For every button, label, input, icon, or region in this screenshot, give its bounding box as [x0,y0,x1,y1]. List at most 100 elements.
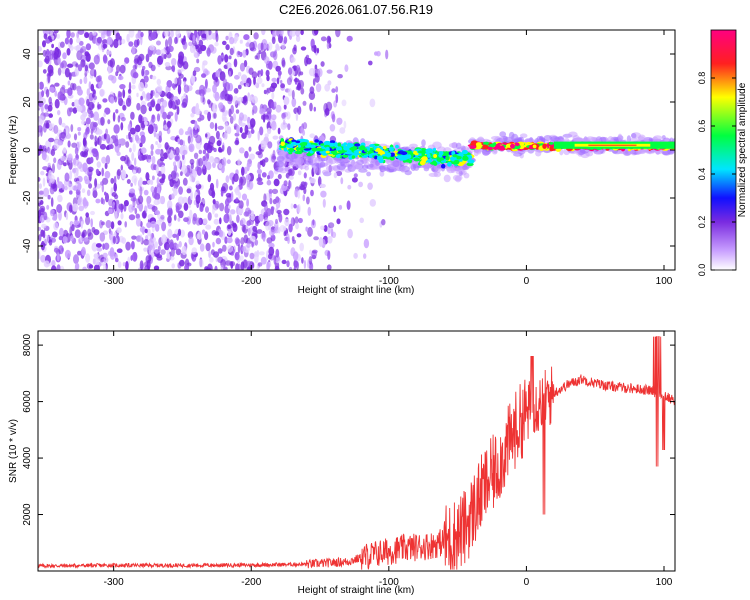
signal-blob [427,153,431,158]
noise-blob [221,186,226,192]
noise-blob [266,261,270,270]
noise-blob [166,121,172,128]
noise-blob [257,130,260,141]
noise-blob [128,204,134,213]
noise-blob [146,92,151,101]
noise-blob [88,264,94,269]
noise-blob [196,58,200,64]
noise-blob [255,151,262,156]
noise-blob [299,242,305,252]
noise-blob [136,204,143,209]
noise-blob [73,99,80,108]
noise-blob [131,84,136,90]
signal-blob [369,144,376,148]
noise-blob [125,97,132,107]
noise-blob [156,177,160,186]
noise-blob [130,68,137,78]
noise-blob [54,82,60,87]
noise-blob [50,174,55,184]
noise-blob [74,66,78,77]
noise-blob [72,203,79,212]
noise-blob [217,248,223,254]
noise-blob [188,168,193,174]
signal-blob [298,144,301,148]
noise-blob [140,31,144,38]
noise-blob [159,195,166,205]
noise-blob [287,123,291,131]
signal-halo [513,152,522,157]
signal-blob [334,142,338,148]
noise-blob [271,36,276,45]
noise-blob [231,191,234,202]
noise-blob [84,32,90,39]
signal-blob [420,159,426,165]
noise-blob [297,217,303,224]
signal-blob [329,140,336,144]
noise-blob [88,62,95,70]
noise-blob [154,241,158,249]
noise-blob [43,33,48,40]
noise-blob [280,83,285,89]
noise-blob [62,236,68,244]
noise-blob [142,210,147,219]
noise-blob [69,204,73,213]
noise-blob [95,75,101,83]
signal-halo [314,157,320,164]
noise-blob [233,188,240,193]
noise-blob [308,68,316,77]
colorbar-tick-label: 0.8 [697,72,707,85]
noise-blob [343,120,347,129]
noise-blob [149,44,155,51]
snr-y-tick-label: 8000 [22,334,33,357]
signal-halo [626,135,632,143]
noise-blob [51,43,54,49]
noise-blob [136,92,139,98]
noise-blob [359,217,365,224]
noise-blob [48,137,55,143]
noise-blob [50,197,54,208]
noise-blob [247,183,250,188]
noise-blob [40,254,46,263]
noise-blob [74,147,79,155]
signal-blob [453,159,460,165]
noise-blob [203,218,208,225]
noise-blob [214,231,220,236]
noise-blob [256,77,263,85]
noise-blob [93,253,99,259]
noise-blob [67,140,71,148]
signal-blob [321,150,327,156]
noise-blob [80,46,87,53]
spectrogram-y-tick-label: 40 [22,48,33,60]
noise-blob [64,172,70,182]
colorbar: 0.0 0.2 0.4 0.6 0.8 Normalized spectral ampl… [697,29,748,276]
noise-blob [147,244,153,251]
noise-blob [258,251,265,256]
noise-blob [53,222,59,231]
noise-blob [112,112,116,122]
noise-blob [256,229,263,234]
noise-blob [168,99,173,109]
noise-blob [219,202,225,212]
noise-blob [113,231,117,238]
signal-blob [421,152,426,156]
signal-blob [343,145,349,151]
noise-blob [299,71,304,76]
noise-blob [148,106,152,112]
noise-blob [116,248,123,253]
noise-blob [303,172,307,179]
noise-blob [74,262,80,270]
noise-blob [59,265,65,270]
noise-blob [271,91,275,100]
noise-blob [178,128,184,136]
signal-blob [461,149,468,155]
signal-halo [550,135,560,142]
noise-blob [222,266,228,270]
noise-blob [282,226,287,231]
noise-blob [154,93,160,98]
noise-blob [56,204,63,213]
noise-blob [75,189,81,196]
noise-blob [101,156,107,164]
noise-blob [166,238,170,244]
noise-blob [193,45,196,55]
noise-blob [228,55,232,60]
